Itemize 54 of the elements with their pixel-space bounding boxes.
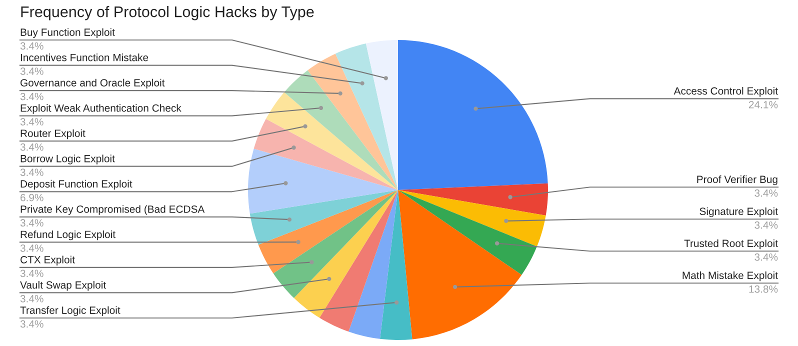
- data-label: 3.4%: [20, 92, 44, 100]
- pie-slice: [348, 190, 398, 339]
- data-label: 13.8%: [749, 285, 778, 293]
- chart-title: Frequency of Protocol Logic Hacks by Type: [21, 6, 314, 20]
- data-label: 3.4%: [20, 42, 44, 50]
- data-label: 3.4%: [20, 320, 44, 328]
- slice-label: Governance and Oracle Exploit: [20, 78, 165, 89]
- slice-label: Access Control Exploit: [674, 86, 778, 97]
- slice-label: Exploit Weak Authentication Check: [20, 104, 182, 114]
- slice-label: Proof Verifier Bug: [697, 175, 778, 186]
- pie-slice: [398, 190, 537, 275]
- data-label: 3.4%: [754, 221, 778, 229]
- data-label: 3.4%: [20, 118, 44, 126]
- pie-slice: [273, 190, 398, 298]
- data-label: 24.1%: [748, 100, 778, 108]
- data-label: 3.4%: [20, 295, 44, 302]
- slice-label: Vault Swap Exploit: [20, 281, 106, 291]
- slice-label: Refund Logic Exploit: [20, 230, 116, 240]
- data-label: 3.4%: [754, 253, 778, 261]
- data-label: 3.4%: [20, 168, 44, 176]
- data-label: 3.4%: [20, 143, 44, 151]
- pie-slice: [294, 190, 398, 318]
- pie-slice: [398, 190, 546, 247]
- slice-label: CTX Exploit: [20, 256, 75, 266]
- slice-label: Buy Function Exploit: [20, 28, 115, 38]
- pie-slice: [284, 70, 398, 190]
- slice-label: Router Exploit: [20, 129, 86, 140]
- slice-label: Trusted Root Exploit: [684, 239, 778, 250]
- pie-slice: [248, 148, 398, 214]
- slice-label: Borrow Logic Exploit: [20, 154, 115, 164]
- pie-slice: [254, 118, 398, 190]
- slice-label: Deposit Function Exploit: [20, 180, 132, 190]
- pie-slice: [266, 92, 398, 190]
- data-label: 3.4%: [20, 244, 44, 252]
- data-label: 3.4%: [20, 270, 44, 278]
- slice-label: Transfer Logic Exploit: [20, 306, 120, 316]
- pie-slice: [398, 40, 548, 190]
- pie-slice: [398, 190, 522, 340]
- slice-label: Signature Exploit: [700, 207, 778, 218]
- data-label: 3.4%: [20, 219, 44, 227]
- pie-slice: [250, 190, 398, 245]
- data-label: 3.4%: [20, 68, 44, 75]
- pie-slice: [380, 190, 412, 340]
- pie-slice: [366, 40, 398, 190]
- slice-label: Math Mistake Exploit: [682, 271, 778, 282]
- data-label: 3.4%: [754, 189, 778, 197]
- slice-label: Private Key Compromised (Bad ECDSA: [20, 205, 205, 215]
- slice-label: Incentives Function Mistake: [20, 54, 148, 62]
- pie-slice: [319, 190, 398, 332]
- pie-slice: [335, 43, 398, 190]
- pie-slice: [308, 54, 398, 190]
- pie-slice: [398, 183, 548, 216]
- pie-slice: [258, 190, 398, 274]
- data-label: 6.9%: [20, 194, 44, 202]
